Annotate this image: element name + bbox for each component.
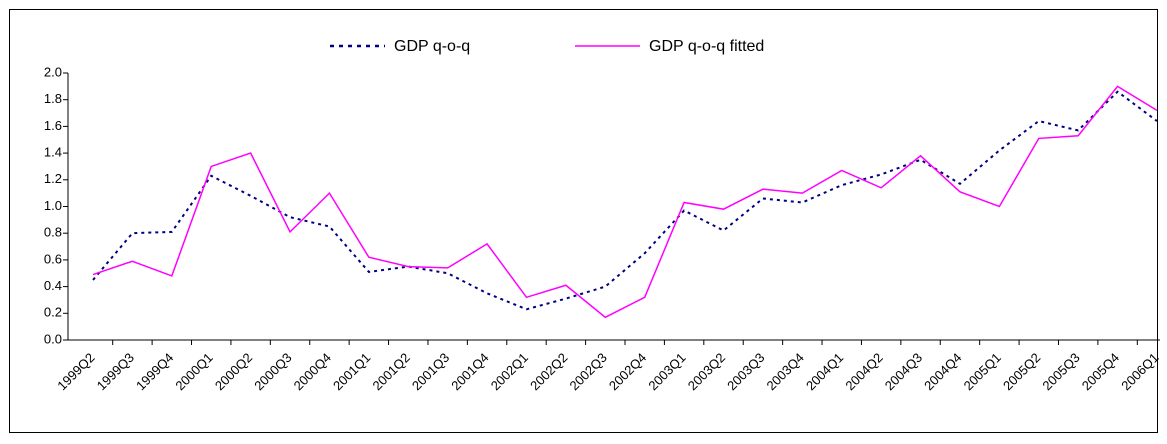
y-tick-label: 0.8: [44, 225, 62, 240]
chart-border: [9, 9, 1158, 433]
legend-label: GDP q-o-q: [394, 38, 470, 55]
y-tick-label: 0.0: [44, 331, 62, 346]
y-tick-label: 2.0: [44, 64, 62, 79]
y-tick-label: 1.4: [44, 145, 62, 160]
legend-label: GDP q-o-q fitted: [649, 38, 764, 55]
y-tick-label: 1.6: [44, 118, 62, 133]
y-tick-label: 1.8: [44, 91, 62, 106]
y-tick-label: 1.0: [44, 198, 62, 213]
series-line: [92, 85, 1158, 319]
y-tick-label: 0.4: [44, 278, 62, 293]
y-tick-label: 1.2: [44, 171, 62, 186]
y-tick-label: 0.2: [44, 305, 62, 320]
y-tick-label: 0.6: [44, 251, 62, 266]
